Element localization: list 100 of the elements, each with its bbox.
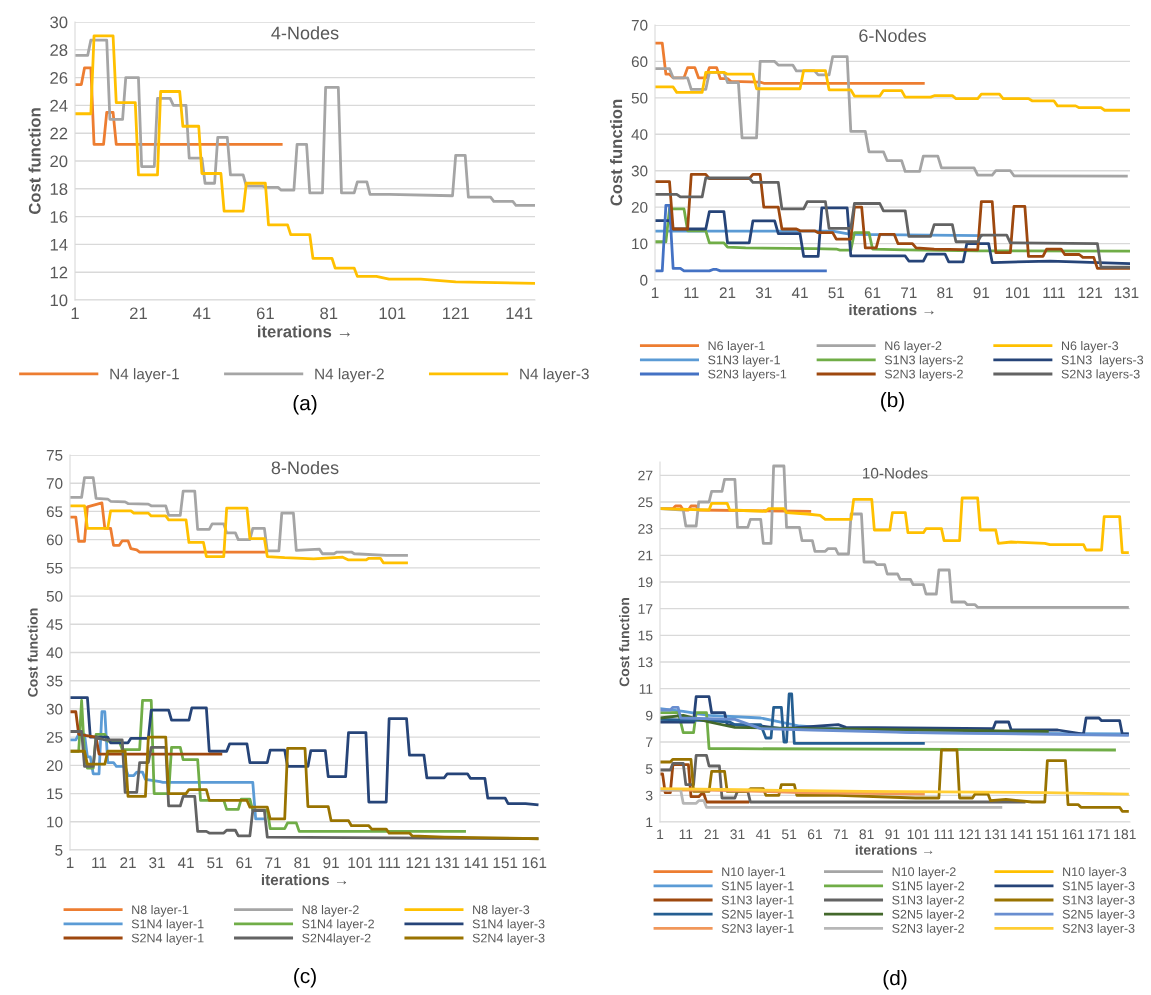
legend-label: S1N5 layer-2 xyxy=(892,881,964,893)
legend-label: S2N3 layer-2 xyxy=(892,923,964,936)
legend-label: S1N3 layer-3 xyxy=(1062,895,1135,907)
y-tick-label: 20 xyxy=(46,760,63,772)
x-tick-label: 91 xyxy=(323,857,339,869)
x-tick-label: 121 xyxy=(406,857,431,869)
y-tick-label: 10 xyxy=(47,816,63,828)
x-axis-title: iterations → xyxy=(261,873,347,886)
x-tick-label: 11 xyxy=(679,829,693,840)
legend-label: N6 layer-1 xyxy=(708,341,765,353)
y-tick-label: 15 xyxy=(638,630,653,641)
y-tick-label: 50 xyxy=(46,590,63,602)
y-tick-label: 65 xyxy=(46,506,63,518)
x-tick-label: 1 xyxy=(71,307,79,320)
y-tick-label: 40 xyxy=(46,647,63,659)
x-tick-label: 11 xyxy=(92,857,107,869)
legend-label: S2N3 layer-3 xyxy=(1062,923,1135,936)
legend-label: N8 layer-1 xyxy=(132,905,189,917)
x-tick-label: 151 xyxy=(493,857,518,869)
legend-label: S2N3 layers-3 xyxy=(1061,369,1140,381)
x-axis-title: iterations → xyxy=(849,303,934,316)
x-tick-label: 101 xyxy=(907,829,930,840)
chart-title: 10-Nodes xyxy=(863,467,928,479)
legend-label: S2N3 layers-2 xyxy=(884,369,963,381)
y-tick-label: 10 xyxy=(632,238,648,250)
y-tick-label: 19 xyxy=(638,577,653,588)
x-tick-label: 121 xyxy=(443,307,469,320)
y-tick-label: 5 xyxy=(55,845,63,856)
x-tick-label: 61 xyxy=(864,287,881,299)
x-tick-label: 121 xyxy=(959,829,981,840)
legend-label: N10 layer-1 xyxy=(722,867,786,879)
x-tick-label: 151 xyxy=(1036,829,1059,840)
y-tick-label: 25 xyxy=(46,732,63,743)
chart-title: 6-Nodes xyxy=(859,28,926,43)
legend-label: S2N4layer-2 xyxy=(302,933,371,945)
y-tick-label: 12 xyxy=(50,266,68,279)
legend-label: S2N3 layers-1 xyxy=(708,369,787,381)
x-tick-label: 101 xyxy=(348,857,373,869)
legend-label: S1N3 layer-1 xyxy=(721,895,794,907)
legend-label: N4 layer-2 xyxy=(315,368,384,383)
legend-label: N8 layer-2 xyxy=(302,905,359,917)
x-tick-label: 51 xyxy=(828,287,845,299)
x-tick-label: 81 xyxy=(320,307,338,320)
x-tick-label: 171 xyxy=(1088,829,1110,840)
text: (b) xyxy=(881,392,904,412)
x-tick-label: 41 xyxy=(177,857,194,869)
y-tick-label: 20 xyxy=(50,155,68,168)
y-tick-label: 13 xyxy=(638,657,653,668)
y-tick-label: 24 xyxy=(50,99,68,112)
x-tick-label: 71 xyxy=(265,857,281,869)
x-tick-label: 51 xyxy=(781,829,797,840)
y-tick-label: 30 xyxy=(50,16,68,29)
legend-label: N6 layer-3 xyxy=(1062,341,1119,353)
y-tick-label: 55 xyxy=(46,562,63,574)
y-tick-label: 70 xyxy=(631,19,648,31)
legend-label: N8 layer-3 xyxy=(473,905,530,917)
legend-label: N6 layer-2 xyxy=(885,341,942,353)
y-tick-label: 10 xyxy=(50,294,68,307)
x-tick-label: 21 xyxy=(704,829,719,840)
y-tick-label: 60 xyxy=(631,56,648,68)
x-tick-label: 121 xyxy=(1078,287,1103,299)
x-tick-label: 41 xyxy=(791,287,808,299)
y-tick-label: 40 xyxy=(631,129,648,140)
x-tick-label: 51 xyxy=(207,857,223,869)
y-tick-label: 50 xyxy=(631,92,648,104)
y-tick-label: 23 xyxy=(638,524,653,534)
x-tick-label: 71 xyxy=(833,829,848,840)
x-tick-label: 141 xyxy=(506,307,533,320)
y-tick-label: 16 xyxy=(50,211,68,223)
x-tick-label: 181 xyxy=(1114,829,1136,840)
x-tick-label: 41 xyxy=(755,829,771,840)
legend-label: S2N5 layer-3 xyxy=(1062,909,1135,922)
x-axis-title: iterations → xyxy=(855,844,933,855)
x-tick-label: 91 xyxy=(973,287,990,299)
y-tick-label: 20 xyxy=(631,202,648,213)
y-tick-label: 35 xyxy=(46,675,63,687)
y-tick-label: 30 xyxy=(46,703,63,715)
y-tick-label: 26 xyxy=(50,72,68,84)
y-tick-label: 0 xyxy=(640,274,648,286)
legend-label: S1N3 layer-1 xyxy=(708,355,780,367)
x-tick-label: 111 xyxy=(934,829,954,840)
x-tick-label: 161 xyxy=(1062,829,1085,840)
chart-title: 8-Nodes xyxy=(271,460,339,475)
x-tick-label: 31 xyxy=(730,829,745,840)
x-tick-label: 61 xyxy=(236,857,252,869)
x-tick-label: 11 xyxy=(684,287,699,299)
x-axis-title: iterations → xyxy=(258,325,350,338)
x-tick-label: 101 xyxy=(1006,287,1030,299)
x-tick-label: 131 xyxy=(985,829,1007,840)
y-tick-label: 22 xyxy=(50,127,68,140)
y-tick-label: 1 xyxy=(646,817,653,828)
x-tick-label: 91 xyxy=(885,829,900,840)
legend-label: S2N3 layer-1 xyxy=(721,923,794,936)
legend-label: N4 layer-1 xyxy=(110,368,179,383)
text: (a) xyxy=(293,395,317,415)
legend-label: S2N5 layer-2 xyxy=(892,909,964,922)
x-tick-label: 21 xyxy=(120,857,136,869)
legend-label: S1N5 layer-1 xyxy=(721,881,794,893)
x-tick-label: 111 xyxy=(378,857,401,869)
legend-label: S1N3 layers-3 xyxy=(1061,355,1144,367)
